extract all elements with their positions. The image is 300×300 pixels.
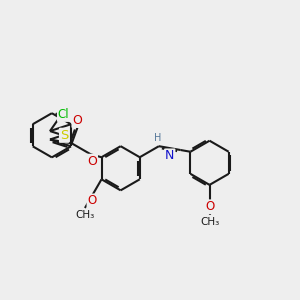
Text: N: N — [165, 149, 174, 163]
Text: S: S — [60, 129, 68, 142]
Text: Cl: Cl — [58, 108, 70, 121]
Text: CH₃: CH₃ — [200, 217, 219, 226]
Text: O: O — [72, 114, 82, 127]
Text: O: O — [88, 194, 97, 208]
Text: CH₃: CH₃ — [75, 210, 94, 220]
Text: O: O — [87, 155, 97, 168]
Text: O: O — [205, 200, 214, 213]
Text: H: H — [154, 133, 162, 143]
